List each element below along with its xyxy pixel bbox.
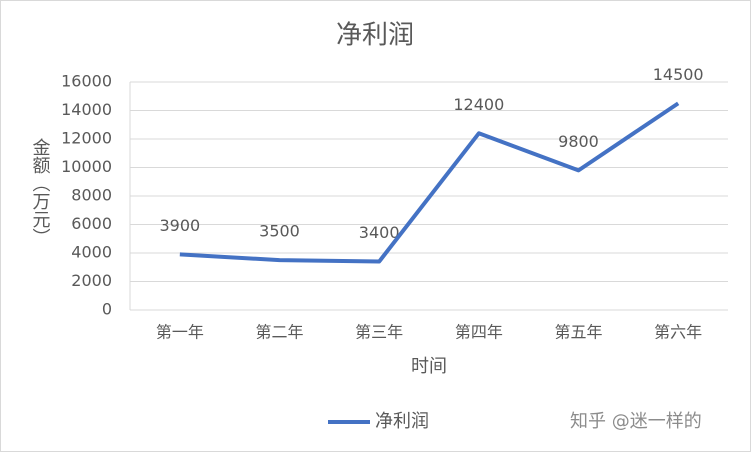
data-label: 3500 [259,222,300,241]
y-tick-label: 8000 [71,186,112,205]
y-tick-label: 12000 [61,129,112,148]
x-axis-label: 时间 [411,356,447,377]
watermark: 知乎 @迷一样的 [570,411,702,432]
legend-label: 净利润 [375,411,429,432]
x-tick-label: 第二年 [255,323,303,342]
line [179,101,680,264]
data-label: 3900 [159,216,200,235]
y-tick-label: 14000 [61,100,112,119]
data-label: 9800 [558,132,599,151]
x-tick-label: 第四年 [455,323,503,342]
y-axis-label: 金额（万元） [30,138,51,246]
data-label: 12400 [453,95,504,114]
data-label: 14500 [653,65,704,84]
x-tick-label: 第一年 [156,323,204,342]
y-tick-label: 2000 [71,271,112,290]
y-tick-label: 6000 [71,214,112,233]
data-label: 3400 [359,223,400,242]
y-tick-label: 16000 [61,72,112,91]
x-tick-label: 第六年 [654,323,702,342]
y-tick-label: 4000 [71,243,112,262]
x-tick-label: 第五年 [554,323,602,342]
y-tick-label: 0 [102,300,112,319]
chart-title: 净利润 [336,21,414,51]
y-tick-label: 10000 [61,157,112,176]
x-tick-label: 第三年 [355,323,403,342]
